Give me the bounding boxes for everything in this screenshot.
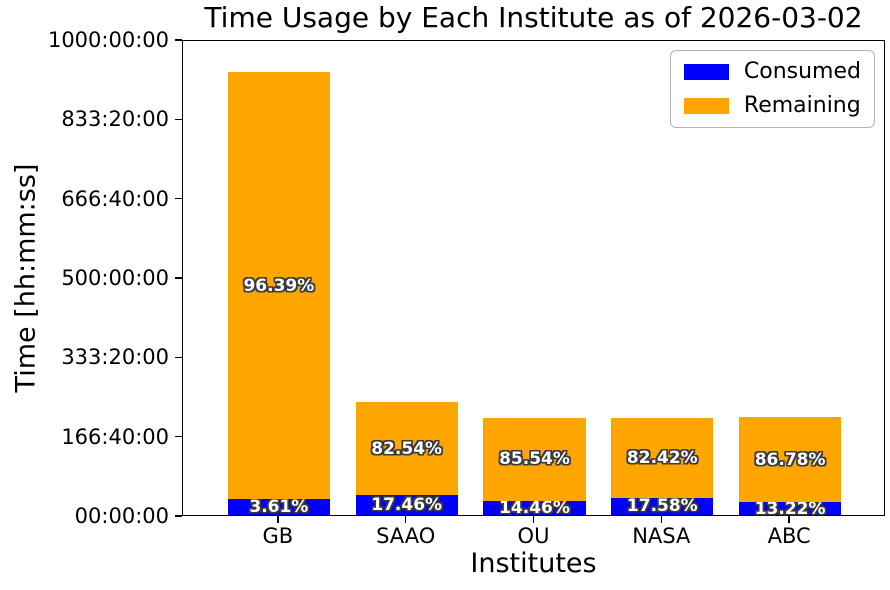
bar-saao-remaining-segment: 82.54% (355, 402, 458, 496)
bar-ou-remaining-segment: 85.54% (483, 417, 586, 501)
ytick-mark (175, 39, 182, 41)
ytick-label: 166:40:00 (61, 424, 169, 449)
xtick-label-ou: OU (517, 524, 550, 548)
xtick-mark (532, 516, 535, 523)
bar-ou-consumed-segment: 14.46% (483, 497, 586, 518)
consumed-percent-label: 13.22% (754, 498, 826, 519)
remaining-percent-label: 82.54% (371, 438, 443, 459)
xtick-label-nasa: NASA (632, 524, 691, 548)
bar-gb-remaining-segment: 96.39% (227, 72, 330, 500)
remaining-percent-label: 96.39% (243, 275, 315, 296)
chart-title: Time Usage by Each Institute as of 2026-… (204, 1, 863, 34)
bar-group-abc: 13.22% 86.78% (739, 417, 842, 519)
xtick-mark (788, 516, 790, 523)
bar-group-saao: 17.46% 82.54% (355, 402, 458, 516)
xtick-label-abc: ABC (767, 524, 811, 548)
remaining-percent-label: 85.54% (499, 449, 570, 470)
remaining-percent-label: 86.78% (754, 449, 826, 470)
ytick-mark (175, 118, 182, 121)
legend-label-consumed: Consumed (743, 59, 861, 84)
bar-group-ou: 14.46% 85.54% (483, 417, 586, 518)
consumed-percent-label: 17.58% (626, 496, 698, 517)
bar-nasa-consumed-segment: 17.58% (611, 496, 714, 517)
consumed-percent-label: 3.61% (249, 497, 309, 517)
ytick-label: 666:40:00 (61, 186, 169, 211)
ytick-label: 1000:00:00 (47, 28, 169, 52)
xtick-mark (404, 516, 407, 523)
bar-nasa-remaining-segment: 82.42% (611, 418, 714, 498)
x-axis: GB SAAO OU NASA ABC (182, 516, 885, 556)
legend-item-consumed: Consumed (683, 59, 861, 84)
bar-saao-consumed-segment: 17.46% (355, 495, 458, 516)
legend: Consumed Remaining (669, 50, 875, 128)
ytick-label: 00:00:00 (74, 504, 169, 528)
bar-abc-remaining-segment: 86.78% (739, 417, 842, 503)
legend-label-remaining: Remaining (743, 93, 861, 118)
ytick-mark (175, 356, 182, 359)
consumed-swatch-icon (683, 64, 729, 80)
ytick-label: 500:00:00 (61, 266, 169, 290)
ytick-mark (175, 197, 182, 200)
ytick-label: 833:20:00 (61, 107, 169, 132)
xtick-mark (660, 516, 663, 523)
bars-layer: 3.61% 96.39% 17.46% 82.54% 14.46% 85.54% 17.58… (183, 41, 884, 519)
consumed-percent-label: 17.46% (371, 495, 443, 516)
remaining-swatch-icon (683, 98, 729, 114)
ytick-label: 333:20:00 (61, 345, 169, 370)
ytick-mark (175, 515, 182, 517)
y-axis: 00:00:00 166:40:00 333:20:00 500:00:00 666:4… (0, 28, 182, 528)
plot-area: 3.61% 96.39% 17.46% 82.54% 14.46% 85.54% 17.58… (182, 40, 885, 519)
bar-group-nasa: 17.58% 82.42% (611, 418, 714, 517)
xtick-mark (277, 516, 279, 523)
xtick-label-gb: GB (262, 524, 294, 548)
bar-gb-consumed-segment: 3.61% (227, 497, 330, 517)
bar-abc-consumed-segment: 13.22% (739, 499, 842, 519)
consumed-percent-label: 14.46% (499, 497, 570, 518)
xtick-label-saao: SAAO (376, 524, 436, 548)
remaining-percent-label: 82.42% (626, 447, 698, 468)
ytick-mark (175, 277, 182, 279)
ytick-mark (175, 435, 182, 438)
x-axis-label: Institutes (470, 548, 597, 579)
bar-group-gb: 3.61% 96.39% (227, 72, 330, 517)
legend-item-remaining: Remaining (683, 93, 861, 118)
